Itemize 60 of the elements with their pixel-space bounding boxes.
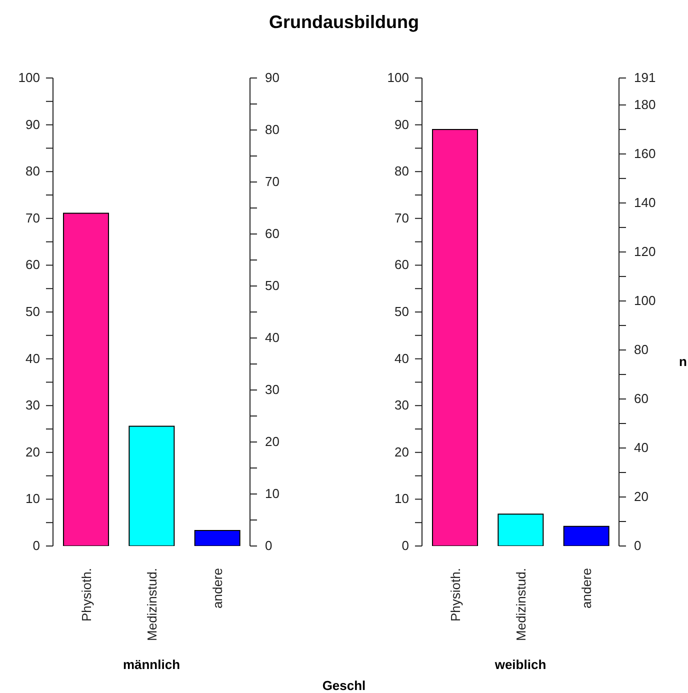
y2-axis-title: n [679, 354, 687, 369]
y2-tick-label: 40 [634, 440, 648, 455]
y-tick-label: 0 [402, 538, 409, 553]
y-tick-label: 10 [26, 491, 40, 506]
y2-tick-label: 50 [265, 278, 280, 293]
bar [128, 426, 175, 546]
y2-tick-label: 120 [634, 244, 656, 259]
y2-tick-label: 160 [634, 146, 656, 161]
y2-tick-label: 0 [265, 538, 272, 553]
y2-tick-label: 40 [265, 330, 280, 345]
y-tick-label: 40 [26, 350, 40, 366]
y-tick-label: 50 [394, 304, 409, 319]
x-tick-label: andere [579, 568, 594, 608]
y-tick-label: 100 [18, 70, 40, 85]
y2-tick-label: 0 [634, 538, 642, 553]
bar [194, 530, 240, 546]
y-tick-label: 50 [26, 304, 40, 319]
y-tick-label: 70 [26, 210, 40, 226]
x-tick-label: Medizinstud. [514, 568, 528, 641]
x-tick-label: Medizinstud. [144, 568, 160, 641]
text: Grundausbildung [268, 12, 420, 33]
y2-tick-label: 191 [634, 70, 656, 85]
y-tick-label: 20 [394, 444, 409, 460]
y-tick-label: 40 [394, 350, 409, 366]
y2-tick-label: 100 [634, 292, 656, 308]
x-axis-title: männlich [122, 657, 182, 672]
y-tick-label: 60 [26, 257, 40, 272]
y-tick-label: 30 [26, 398, 40, 413]
y-tick-label: 80 [26, 164, 40, 179]
y2-tick-label: 30 [265, 382, 280, 397]
y-tick-label: 0 [32, 538, 40, 553]
x-tick-label: Physioth. [448, 568, 463, 622]
y-tick-label: 60 [394, 257, 409, 272]
y2-tick-label: 140 [634, 194, 656, 210]
y2-tick-label: 180 [634, 96, 656, 112]
y-tick-label: 20 [26, 444, 40, 460]
text: Geschl [321, 678, 367, 693]
bar [63, 212, 110, 546]
bar [432, 128, 478, 546]
y-tick-label: 70 [394, 210, 409, 226]
y2-tick-label: 20 [265, 434, 280, 449]
y2-tick-label: 60 [634, 390, 648, 406]
y-tick-label: 90 [394, 116, 409, 132]
y-tick-label: 10 [394, 491, 409, 506]
y2-tick-label: 70 [265, 174, 280, 189]
y-tick-label: 100 [387, 70, 409, 85]
y2-tick-label: 10 [265, 486, 280, 501]
y2-tick-label: 80 [634, 342, 648, 357]
y-tick-label: 30 [394, 398, 409, 413]
y2-tick-label: 60 [265, 226, 280, 241]
x-tick-label: Physioth. [78, 568, 94, 622]
x-tick-label: andere [210, 568, 226, 608]
y-tick-label: 90 [26, 116, 40, 132]
bar [563, 526, 610, 546]
y-tick-label: 80 [394, 164, 409, 179]
bar [498, 514, 544, 546]
x-axis-title: weiblich [494, 657, 548, 672]
y2-tick-label: 90 [265, 70, 280, 85]
y2-tick-label: 80 [265, 122, 280, 137]
y2-tick-label: 20 [634, 488, 648, 504]
